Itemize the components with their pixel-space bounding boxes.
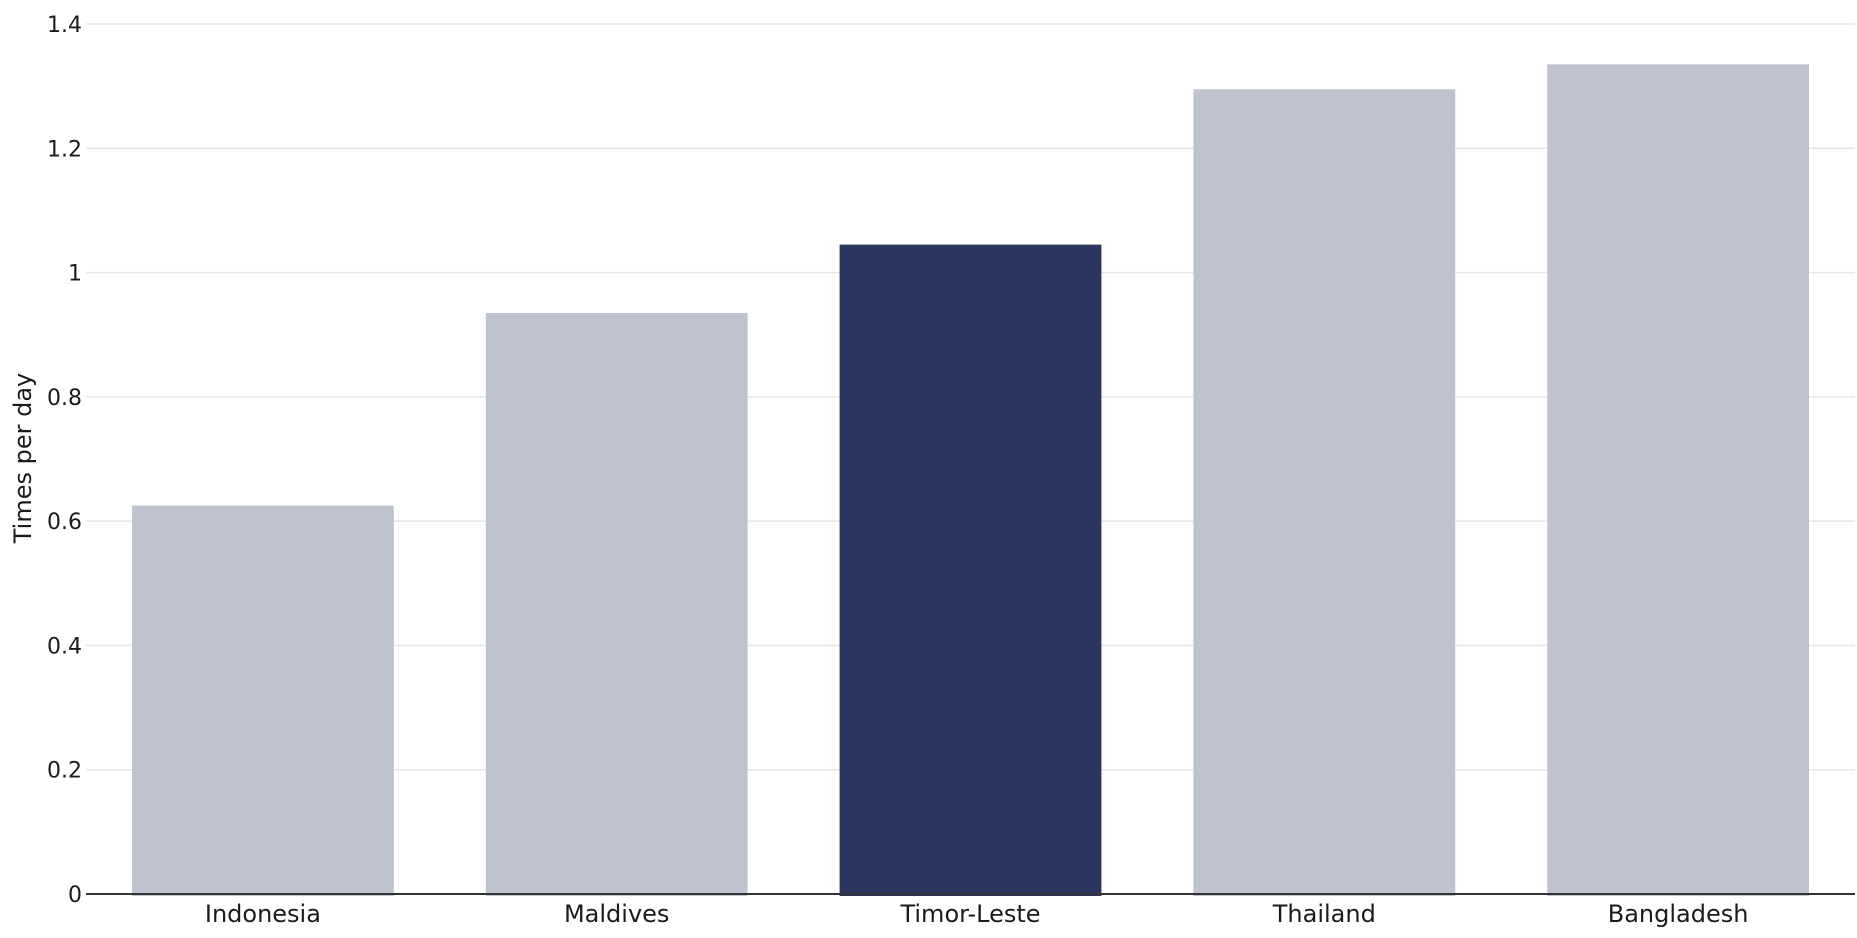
bar-bangladesh [1547, 64, 1810, 896]
x-tick-label: Maldives [564, 900, 669, 928]
y-axis-title: Times per day [9, 373, 37, 545]
y-tick-label: 1.4 [47, 13, 82, 38]
x-tick-label: Bangladesh [1608, 900, 1749, 928]
x-axis-ticks: Indonesia Maldives Timor-Leste Thailand Bang… [205, 900, 1749, 928]
y-axis-ticks: 0 0.2 0.4 0.6 0.8 1 1.2 1.4 [47, 13, 82, 908]
y-tick-label: 0.2 [47, 759, 82, 784]
bar-thailand [1193, 89, 1456, 896]
x-tick-label: Indonesia [205, 900, 321, 928]
bar-timor-leste [839, 244, 1102, 896]
y-tick-label: 0.4 [47, 634, 82, 659]
x-tick-label: Thailand [1272, 900, 1376, 928]
y-tick-label: 0.8 [47, 386, 82, 411]
y-tick-label: 1 [68, 262, 82, 287]
y-tick-label: 0 [68, 883, 82, 908]
x-tick-label: Timor-Leste [899, 900, 1040, 928]
bar-maldives [485, 312, 748, 896]
bar-indonesia [131, 505, 394, 896]
bars [131, 64, 1810, 896]
y-tick-label: 1.2 [47, 137, 82, 162]
y-tick-label: 0.6 [47, 510, 82, 535]
